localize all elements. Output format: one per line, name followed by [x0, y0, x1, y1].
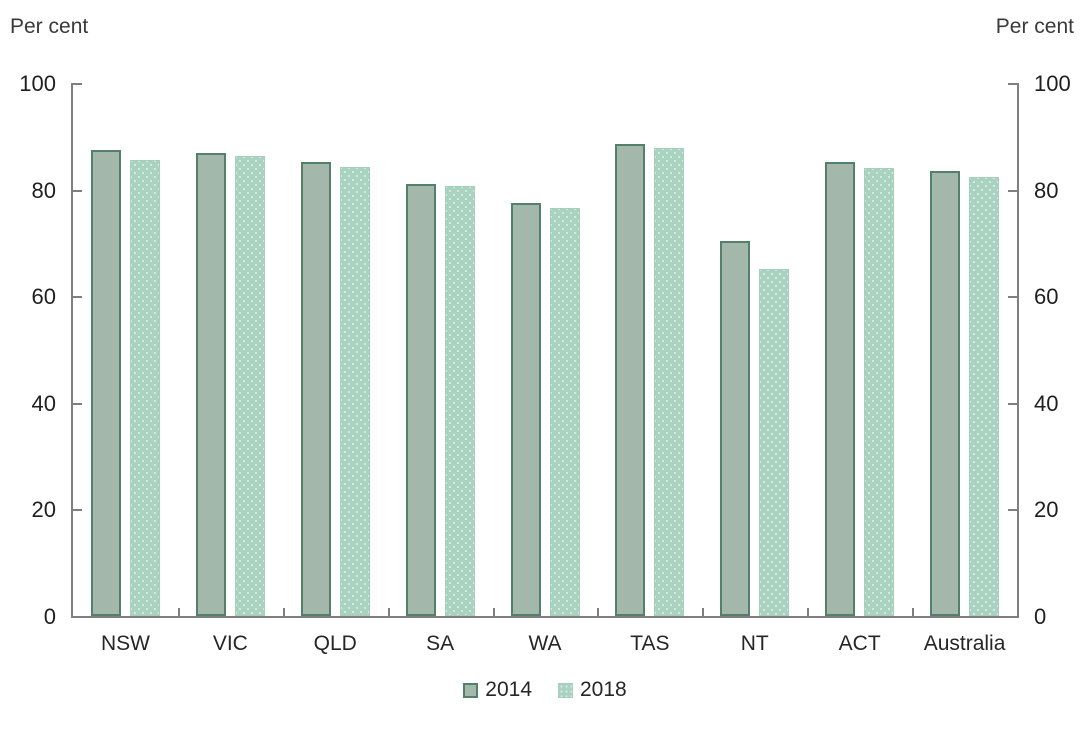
x-axis-category-label: WA — [528, 632, 562, 655]
left-y-axis — [71, 83, 73, 616]
x-boundary-tick — [282, 608, 285, 616]
x-boundary-tick — [702, 608, 705, 616]
legend-item-2018: 2018 — [558, 678, 627, 702]
x-boundary-tick — [492, 608, 495, 616]
y-axis-tick-label: 40 — [31, 390, 56, 416]
y-tick-left — [73, 296, 82, 299]
legend-swatch-2018 — [558, 682, 573, 698]
y-tick-right — [1008, 509, 1017, 512]
y-tick-left — [73, 83, 82, 85]
legend-label-2018: 2018 — [580, 678, 627, 701]
x-boundary-tick — [177, 608, 180, 616]
bar-2014-Australia — [930, 170, 961, 616]
bar-2014-WA — [510, 203, 541, 616]
y-axis-tick-label: 60 — [1034, 284, 1059, 310]
x-axis — [71, 616, 1019, 618]
x-axis-category-label: VIC — [212, 632, 248, 655]
y-tick-left — [73, 189, 82, 192]
legend: 2014 2018 — [73, 678, 1017, 702]
y-axis-tick-label: 100 — [19, 71, 56, 96]
bar-2018-Australia — [969, 177, 1000, 616]
bar-2018-NT — [759, 269, 790, 616]
y-tick-left — [73, 509, 82, 512]
bar-2018-SA — [444, 186, 475, 616]
left-axis-title: Per cent — [10, 15, 89, 38]
bar-2018-VIC — [234, 156, 265, 616]
y-tick-right — [1008, 402, 1017, 405]
x-boundary-tick — [912, 608, 915, 616]
bar-2014-QLD — [300, 161, 331, 616]
bar-2014-NSW — [90, 150, 121, 616]
bar-2014-TAS — [615, 144, 646, 616]
legend-item-2014: 2014 — [463, 678, 532, 702]
bar-2014-ACT — [825, 161, 856, 616]
x-axis-category-label: SA — [426, 632, 455, 655]
x-axis-category-label: TAS — [630, 632, 670, 655]
x-axis-category-label: Australia — [923, 632, 1006, 655]
x-boundary-tick — [807, 608, 810, 616]
y-tick-right — [1008, 616, 1017, 618]
x-axis-category-label: NT — [740, 632, 769, 655]
bar-2014-VIC — [195, 152, 226, 616]
bar-2018-TAS — [654, 148, 685, 616]
right-y-axis — [1017, 83, 1019, 616]
y-tick-right — [1008, 189, 1017, 192]
bar-2018-QLD — [339, 166, 370, 616]
legend-swatch-2014 — [463, 682, 479, 698]
bar-2018-NSW — [129, 160, 160, 616]
right-axis-title: Per cent — [995, 15, 1074, 38]
bar-2018-ACT — [864, 168, 895, 616]
y-axis-tick-label: 80 — [1034, 177, 1059, 203]
x-axis-category-label: ACT — [838, 632, 881, 655]
y-axis-tick-label: 0 — [1034, 604, 1047, 629]
x-boundary-tick — [387, 608, 390, 616]
bar-2014-SA — [405, 183, 436, 616]
legend-label-2014: 2014 — [485, 678, 532, 701]
y-axis-tick-label: 60 — [31, 284, 56, 310]
y-axis-tick-label: 80 — [31, 177, 56, 203]
y-tick-left — [73, 402, 82, 405]
x-boundary-tick — [597, 608, 600, 616]
bar-2018-WA — [549, 207, 580, 616]
y-tick-right — [1008, 83, 1017, 85]
y-tick-right — [1008, 296, 1017, 299]
y-axis-tick-label: 100 — [1034, 71, 1071, 96]
y-tick-left — [73, 616, 82, 618]
y-axis-tick-label: 0 — [43, 604, 56, 629]
y-axis-tick-label: 40 — [1034, 390, 1059, 416]
y-axis-tick-label: 20 — [1034, 497, 1059, 523]
y-axis-tick-label: 20 — [31, 497, 56, 523]
x-axis-category-label: QLD — [313, 632, 357, 655]
x-axis-category-label: NSW — [100, 632, 150, 655]
bar-2014-NT — [720, 241, 751, 616]
